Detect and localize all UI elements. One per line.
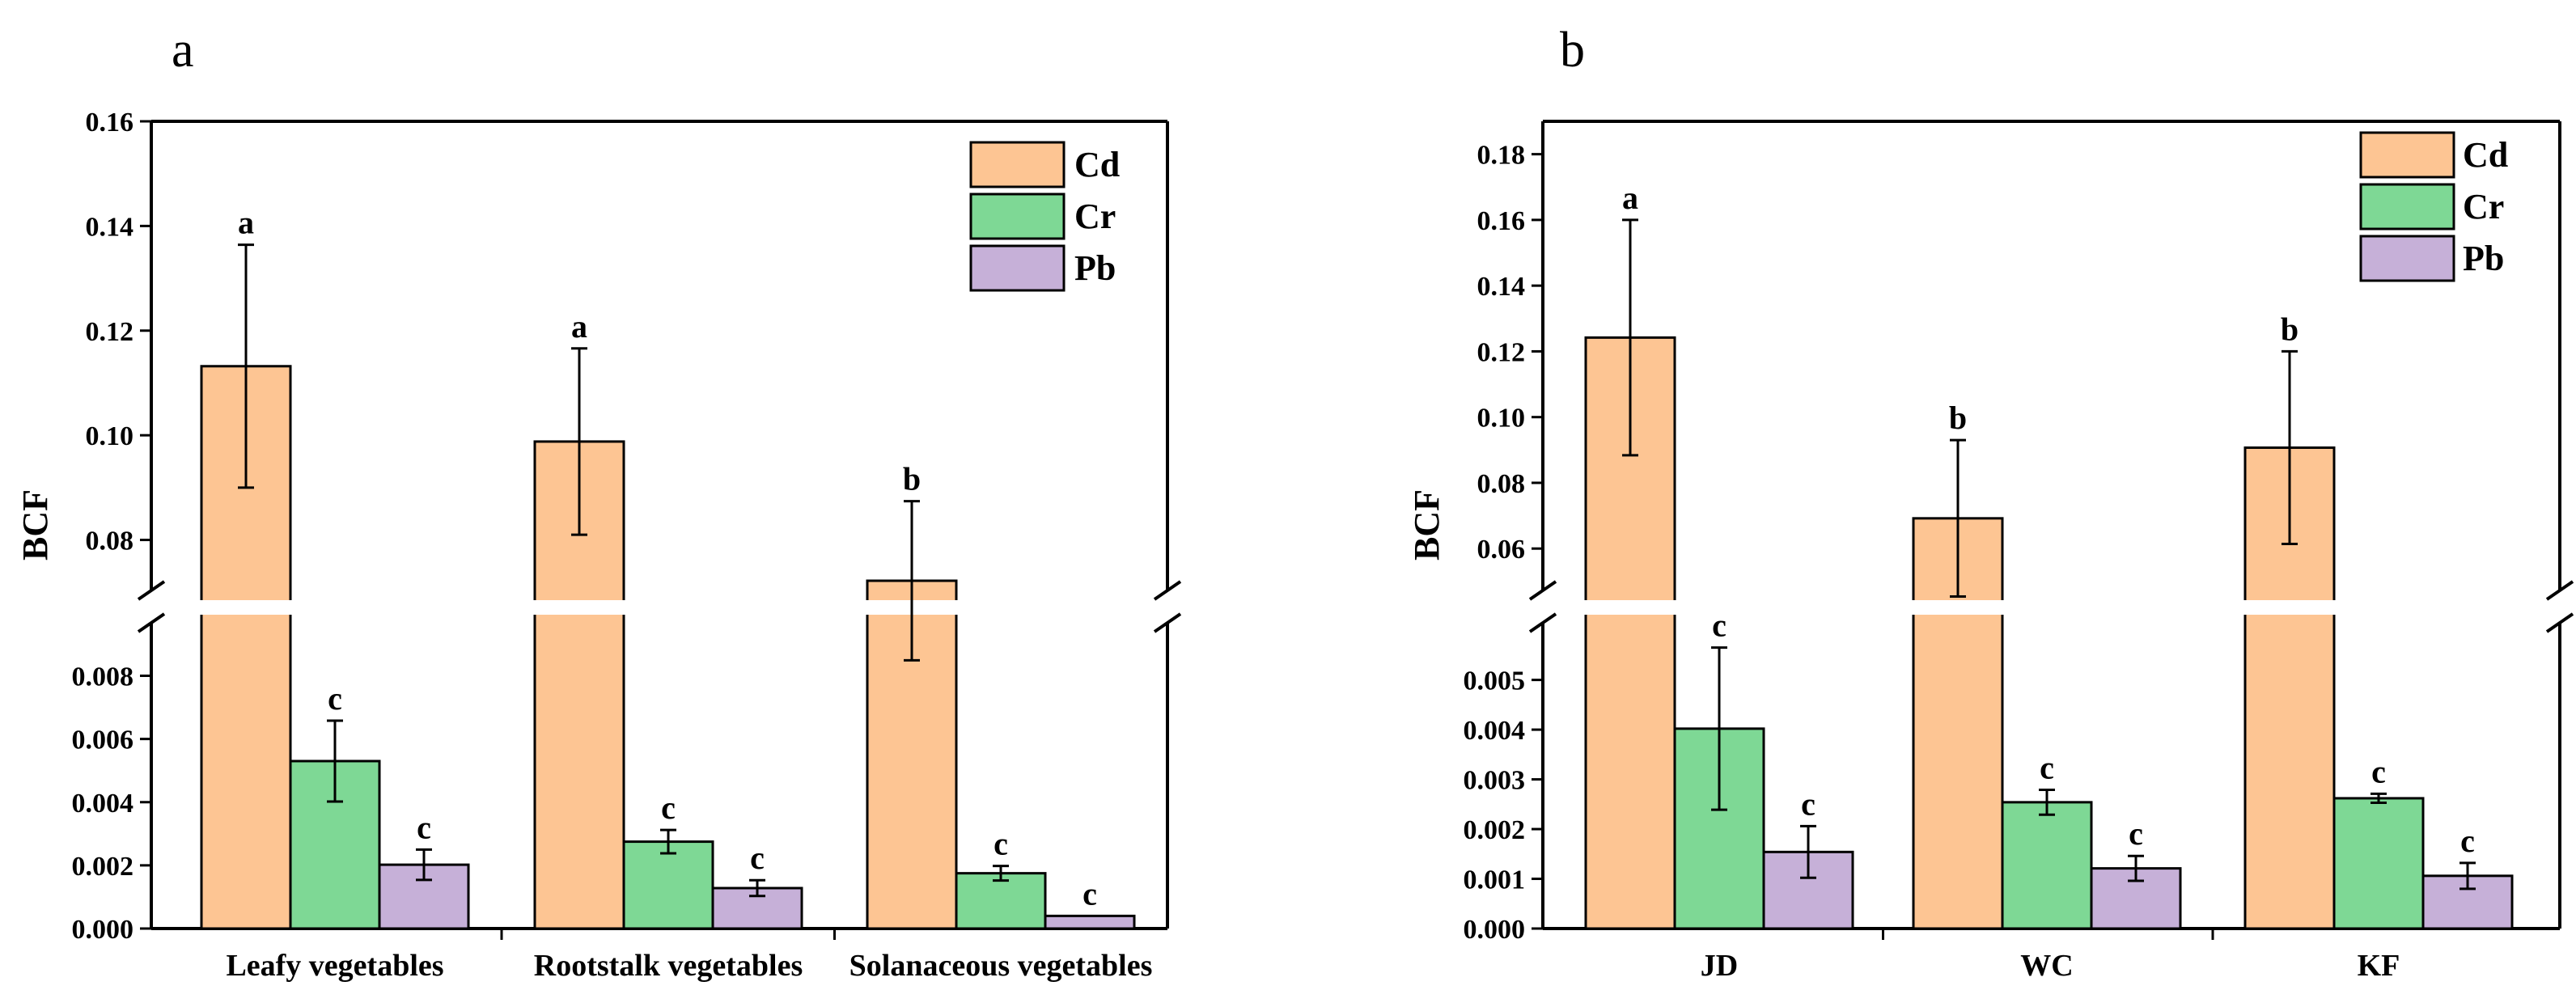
- axis-break-gap: [2555, 591, 2565, 624]
- axis-break-gap: [1163, 591, 1172, 624]
- bar-pb: [1044, 914, 1136, 930]
- y-tick-label-lower: 0.006: [72, 726, 134, 755]
- legend-swatch-cr: [2359, 183, 2455, 231]
- bar-cr: [2001, 801, 2093, 930]
- y-tick-label-upper: 0.16: [86, 108, 134, 138]
- y-tick-label-upper: 0.14: [86, 212, 134, 242]
- x-tick-label: Solanaceous vegetables: [849, 949, 1153, 983]
- significance-label: c: [1712, 607, 1727, 644]
- y-axis-label: BCF: [15, 489, 55, 561]
- y-tick-label-lower: 0.002: [1464, 815, 1526, 845]
- y-tick-label-lower: 0.005: [1464, 666, 1526, 696]
- y-tick-label-lower: 0.008: [72, 662, 134, 692]
- axis-break-mark: [2545, 580, 2574, 601]
- significance-label: c: [1801, 785, 1815, 822]
- y-tick-label-upper: 0.12: [1477, 337, 1526, 367]
- x-tick-label: JD: [1701, 949, 1738, 983]
- significance-label: c: [1083, 875, 1097, 912]
- significance-label: c: [417, 809, 431, 845]
- axis-break-mark: [137, 612, 166, 633]
- x-tick-label: Leafy vegetables: [226, 949, 443, 983]
- y-tick-label-upper: 0.08: [86, 527, 134, 556]
- y-tick-label-upper: 0.06: [1477, 535, 1526, 565]
- y-tick-label-upper: 0.10: [1477, 404, 1526, 434]
- significance-label: b: [2281, 311, 2298, 347]
- bar-break-gap: [199, 600, 293, 615]
- axis-break-gap: [146, 591, 156, 624]
- legend-swatch-cr: [969, 193, 1066, 240]
- significance-label: c: [2129, 815, 2143, 852]
- significance-label: c: [328, 680, 342, 717]
- bar-break-gap: [1911, 600, 2005, 615]
- y-axis-label: BCF: [1407, 489, 1447, 561]
- axis-break-mark: [1528, 580, 1557, 601]
- y-tick-label-lower: 0.002: [72, 852, 134, 882]
- axis-break-mark: [1153, 580, 1182, 601]
- bar-cr: [955, 872, 1047, 930]
- legend-label-pb: Pb: [2463, 239, 2504, 278]
- y-tick-label-upper: 0.10: [86, 421, 134, 451]
- x-tick-label: WC: [2020, 949, 2073, 983]
- bar-cr: [2332, 797, 2425, 930]
- bar-break-gap: [532, 600, 626, 615]
- panel-b: b BCF 0.06 0.08 0.10 0.12 0.14 0.16 0.18 0.000 0.0…: [1407, 23, 2574, 983]
- panel-label: a: [172, 23, 194, 78]
- y-tick-label-upper: 0.12: [86, 317, 134, 347]
- y-tick-label-upper: 0.14: [1477, 272, 1526, 302]
- significance-label: c: [994, 826, 1008, 862]
- significance-label: c: [661, 789, 676, 826]
- significance-label: b: [903, 461, 921, 497]
- legend-label-cr: Cr: [2463, 187, 2504, 226]
- y-tick-label-lower: 0.004: [1464, 716, 1526, 746]
- panel-a: a BCF 0.08 0.10 0.12 0.14 0.16 0.000 0.002 0.004 0…: [15, 23, 1182, 983]
- legend-swatch-cd: [2359, 131, 2455, 179]
- y-tick-label-upper: 0.08: [1477, 469, 1526, 499]
- axis-break-mark: [2545, 612, 2574, 633]
- axis-break-gap: [1538, 591, 1548, 624]
- legend-label-cr: Cr: [1074, 197, 1116, 236]
- panel-label: b: [1560, 23, 1585, 78]
- bar-break-gap: [1583, 600, 1677, 615]
- x-tick-label: KF: [2358, 949, 2400, 983]
- legend-label-pb: Pb: [1074, 248, 1116, 288]
- significance-label: c: [2371, 753, 2386, 789]
- significance-label: a: [1622, 180, 1638, 216]
- bar-break-gap: [2243, 600, 2337, 615]
- axis-break-mark: [1153, 612, 1182, 633]
- axis-break-mark: [137, 580, 166, 601]
- y-tick-label-lower: 0.003: [1464, 766, 1526, 796]
- significance-label: a: [238, 205, 254, 241]
- bar-pb: [378, 863, 470, 930]
- y-tick-label-lower: 0.000: [1464, 915, 1526, 945]
- significance-label: c: [750, 840, 765, 876]
- bar-cd: [200, 365, 292, 930]
- legend-swatch-pb: [969, 244, 1066, 292]
- legend-swatch-cd: [969, 141, 1066, 188]
- legend-label-cd: Cd: [1074, 145, 1120, 184]
- legend-label-cd: Cd: [2463, 135, 2508, 175]
- significance-label: a: [571, 308, 587, 345]
- significance-label: c: [2460, 823, 2475, 859]
- x-tick-label: Rootstalk vegetables: [534, 949, 803, 983]
- significance-label: c: [2040, 749, 2054, 785]
- legend-swatch-pb: [2359, 235, 2455, 282]
- y-tick-label-lower: 0.000: [72, 915, 134, 945]
- y-tick-label-lower: 0.004: [72, 789, 134, 819]
- y-tick-label-upper: 0.18: [1477, 141, 1526, 171]
- y-tick-label-lower: 0.001: [1464, 865, 1526, 895]
- significance-label: b: [1949, 400, 1967, 436]
- axis-break-mark: [1528, 612, 1557, 633]
- y-tick-label-upper: 0.16: [1477, 206, 1526, 236]
- bar-cr: [622, 840, 714, 930]
